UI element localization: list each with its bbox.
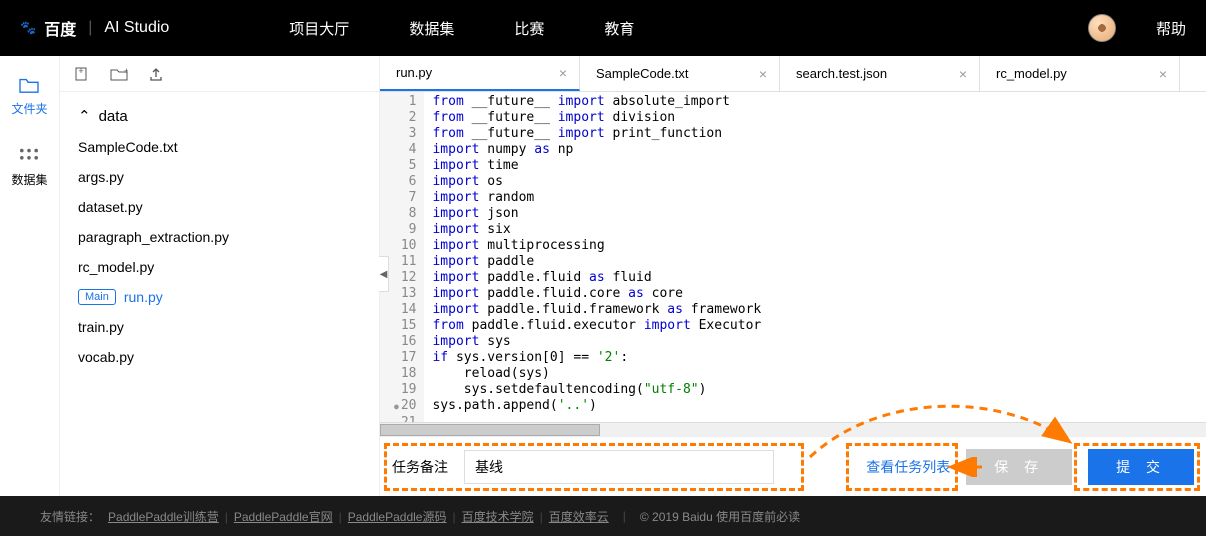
rail-files[interactable]: 文件夹 bbox=[11, 76, 47, 117]
editor-tab[interactable]: rc_model.py × bbox=[980, 56, 1180, 91]
file-panel: + + ⌃ data SampleCode.txt args.py dataset.… bbox=[60, 56, 380, 496]
file-name: SampleCode.txt bbox=[78, 139, 178, 155]
file-item[interactable]: paragraph_extraction.py bbox=[60, 222, 379, 252]
logo[interactable]: 🐾 百度 | AI Studio bbox=[20, 16, 169, 40]
file-item[interactable]: rc_model.py bbox=[60, 252, 379, 282]
nav-item-education[interactable]: 教育 bbox=[604, 18, 634, 39]
top-nav: 🐾 百度 | AI Studio 项目大厅 数据集 比赛 教育 帮助 bbox=[0, 0, 1206, 56]
file-item[interactable]: args.py bbox=[60, 162, 379, 192]
chevron-down-icon: ⌃ bbox=[78, 107, 91, 125]
collapse-handle[interactable]: ◀ bbox=[379, 256, 389, 292]
folder-icon bbox=[18, 76, 40, 94]
file-item[interactable]: vocab.py bbox=[60, 342, 379, 372]
nav-item-lobby[interactable]: 项目大厅 bbox=[289, 18, 349, 39]
task-label: 任务备注 bbox=[392, 457, 448, 477]
footer-copyright: © 2019 Baidu 使用百度前必读 bbox=[640, 508, 800, 525]
main: 文件夹 数据集 + + ⌃ data SampleCode.txt args.py… bbox=[0, 56, 1206, 496]
file-item[interactable]: train.py bbox=[60, 312, 379, 342]
new-file-icon[interactable]: + bbox=[74, 66, 90, 82]
submit-button[interactable]: 提 交 bbox=[1088, 449, 1194, 485]
close-icon[interactable]: × bbox=[759, 66, 767, 82]
footer-link[interactable]: PaddlePaddle源码 bbox=[348, 510, 447, 524]
tab-label: SampleCode.txt bbox=[596, 66, 689, 81]
task-bar: 任务备注 查看任务列表 保 存 提 交 bbox=[380, 436, 1206, 496]
file-name: rc_model.py bbox=[78, 259, 154, 275]
file-name: vocab.py bbox=[78, 349, 134, 365]
tab-label: search.test.json bbox=[796, 66, 887, 81]
tab-label: rc_model.py bbox=[996, 66, 1067, 81]
svg-text:+: + bbox=[78, 66, 83, 76]
horizontal-scrollbar[interactable] bbox=[380, 422, 1206, 436]
editor-area: ◀ run.py×SampleCode.txt×search.test.json… bbox=[380, 56, 1206, 496]
close-icon[interactable]: × bbox=[559, 65, 567, 81]
view-task-list-link[interactable]: 查看任务列表 bbox=[866, 457, 950, 477]
left-rail: 文件夹 数据集 bbox=[0, 56, 60, 496]
file-item[interactable]: Main run.py bbox=[60, 282, 379, 312]
nav-item-competition[interactable]: 比赛 bbox=[514, 18, 544, 39]
footer-link[interactable]: PaddlePaddle官网 bbox=[234, 510, 333, 524]
file-name: train.py bbox=[78, 319, 124, 335]
editor-tab[interactable]: run.py × bbox=[380, 56, 580, 91]
footer-link[interactable]: 百度技术学院 bbox=[462, 510, 534, 524]
file-name: paragraph_extraction.py bbox=[78, 229, 229, 245]
grid-icon bbox=[18, 147, 40, 165]
main-badge: Main bbox=[78, 289, 116, 305]
tab-label: run.py bbox=[396, 65, 432, 80]
footer: 友情链接： PaddlePaddle训练营|PaddlePaddle官网|Pad… bbox=[0, 496, 1206, 536]
avatar[interactable] bbox=[1088, 14, 1116, 42]
footer-label: 友情链接： bbox=[40, 508, 100, 525]
rail-datasets[interactable]: 数据集 bbox=[11, 147, 47, 188]
logo-baidu: 百度 bbox=[44, 16, 76, 40]
new-folder-icon[interactable]: + bbox=[110, 67, 128, 81]
file-name: run.py bbox=[124, 289, 163, 305]
footer-link[interactable]: PaddlePaddle训练营 bbox=[108, 510, 219, 524]
save-button[interactable]: 保 存 bbox=[966, 449, 1072, 485]
footer-link[interactable]: 百度效率云 bbox=[549, 510, 609, 524]
close-icon[interactable]: × bbox=[959, 66, 967, 82]
nav-item-datasets[interactable]: 数据集 bbox=[409, 18, 454, 39]
help-link[interactable]: 帮助 bbox=[1156, 18, 1186, 39]
tab-bar: run.py×SampleCode.txt×search.test.json×r… bbox=[380, 56, 1206, 92]
code-editor[interactable]: 123456789101112131415161718192021222324 … bbox=[380, 92, 1206, 422]
close-icon[interactable]: × bbox=[1159, 66, 1167, 82]
nav-items: 项目大厅 数据集 比赛 教育 bbox=[289, 18, 634, 39]
logo-studio: AI Studio bbox=[104, 19, 169, 37]
file-name: args.py bbox=[78, 169, 124, 185]
file-toolbar: + + bbox=[60, 56, 379, 92]
editor-tab[interactable]: search.test.json × bbox=[780, 56, 980, 91]
editor-tab[interactable]: SampleCode.txt × bbox=[580, 56, 780, 91]
svg-text:+: + bbox=[124, 67, 128, 76]
file-name: dataset.py bbox=[78, 199, 143, 215]
file-item[interactable]: dataset.py bbox=[60, 192, 379, 222]
upload-icon[interactable] bbox=[148, 66, 164, 82]
file-item[interactable]: SampleCode.txt bbox=[60, 132, 379, 162]
code-content[interactable]: from __future__ import absolute_importfr… bbox=[424, 92, 1206, 422]
task-remark-input[interactable] bbox=[464, 450, 774, 484]
folder-data[interactable]: ⌃ data bbox=[60, 100, 379, 132]
file-tree: ⌃ data SampleCode.txt args.py dataset.py pa… bbox=[60, 92, 379, 380]
